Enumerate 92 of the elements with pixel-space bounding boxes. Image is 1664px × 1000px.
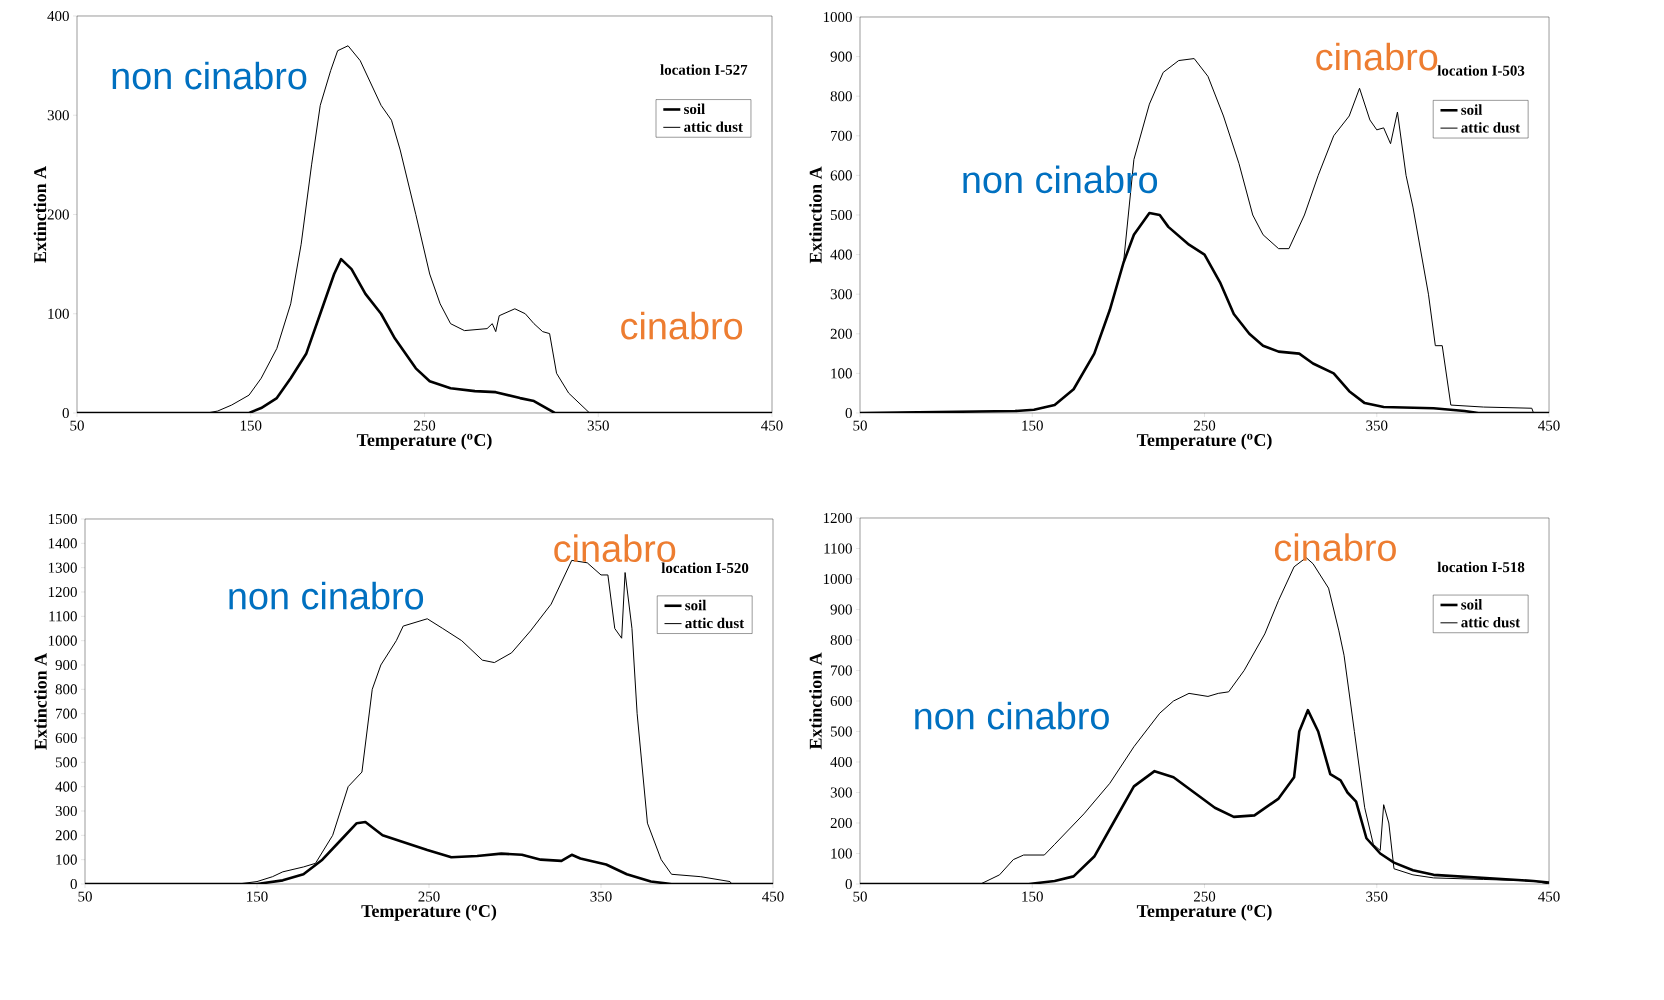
y-tick-label: 600 [830,170,852,181]
annotation: non cinabro [229,581,424,610]
y-tick-label: 800 [55,684,77,695]
y-axis-title: Extinction A [809,652,822,750]
y-tick-label: 200 [55,830,77,841]
y-tick-label: 300 [830,787,852,798]
legend-label: attic dust [684,121,743,132]
y-tick-label: 100 [48,308,69,319]
y-tick-label: 600 [830,695,852,707]
x-tick-label: 150 [1022,420,1043,431]
legend-label: attic dust [1461,616,1521,628]
y-tick-label: 300 [830,289,852,300]
y-tick-label: 900 [55,659,77,671]
text: location I-518 [1437,561,1525,573]
y-tick-label: 700 [831,130,852,141]
annotation: non cinabro [915,701,1109,730]
x-axis-title: Temperature ($^{o}$C) [361,904,497,921]
y-tick-label: 300 [47,110,69,121]
y-tick-label: 0 [845,878,852,890]
y-tick-label: 1000 [48,635,77,646]
x-tick-label: 150 [240,420,262,431]
y-tick-label: 1000 [823,11,852,23]
x-tick-label: 50 [853,420,867,431]
legend-label: attic dust [685,617,745,629]
y-tick-label: 1200 [823,512,852,524]
y-axis-title: Extinction A [809,166,822,264]
y-tick-label: 500 [55,757,77,768]
y-tick-label: 1500 [48,513,77,525]
x-tick-label: 250 [418,891,440,902]
x-tick-label: 350 [590,891,612,902]
text: location I-503 [1437,65,1525,76]
y-tick-label: 900 [830,51,852,62]
y-tick-label: 400 [830,249,852,260]
legend-label: soil [684,103,705,115]
x-tick-label: 50 [853,891,867,902]
y-tick-label: 1300 [48,562,77,573]
x-axis-title: Temperature ($^{o}$C) [356,433,492,450]
y-axis-title: Extinction A [33,166,47,263]
y-tick-label: 1200 [48,586,77,598]
y-tick-label: 1400 [48,538,77,549]
legend-label: soil [1461,599,1483,610]
y-tick-label: 500 [830,209,852,221]
y-tick-label: 1100 [824,543,852,554]
y-tick-label: 1000 [823,573,852,585]
y-tick-label: 100 [831,848,852,859]
y-tick-label: 500 [830,726,852,737]
annotation: cinabro [621,311,743,340]
y-tick-label: 100 [831,368,852,379]
y-tick-label: 600 [55,732,77,744]
y-tick-label: 400 [830,756,852,768]
x-tick-label: 250 [1193,420,1216,431]
x-tick-label: 350 [1366,420,1388,431]
legend-label: soil [1461,104,1483,115]
y-tick-label: 700 [831,665,852,676]
legend-label: attic dust [1461,122,1521,133]
y-tick-label: 200 [830,817,852,829]
y-tick-label: 400 [47,10,69,22]
x-tick-label: 450 [1538,420,1560,431]
x-tick-label: 350 [587,420,609,431]
y-tick-label: 700 [56,708,77,719]
x-axis-title: Temperature ($^{o}$C) [1136,433,1272,450]
y-tick-label: 0 [62,407,69,419]
text: location I-520 [661,562,749,574]
y-tick-label: 900 [830,604,852,615]
x-tick-label: 250 [413,420,436,431]
y-axis-title: Extinction A [34,653,47,750]
x-tick-label: 250 [1193,891,1216,902]
y-tick-label: 100 [56,854,77,865]
text: location I-527 [660,64,748,75]
y-tick-label: 200 [47,209,69,220]
x-tick-label: 450 [1538,891,1560,902]
x-tick-label: 450 [761,420,783,431]
y-tick-label: 0 [845,407,852,419]
x-axis-title: Temperature ($^{o}$C) [1136,904,1272,921]
legend-label: soil [685,599,707,611]
annotation: non cinabro [112,61,307,90]
x-tick-label: 50 [78,891,92,902]
y-tick-label: 400 [55,781,77,792]
y-tick-label: 800 [830,91,852,102]
x-tick-label: 150 [247,891,268,902]
y-tick-label: 300 [55,805,77,817]
y-tick-label: 1100 [49,611,77,622]
annotation: cinabro [1274,533,1396,562]
x-tick-label: 350 [1366,891,1388,902]
x-tick-label: 50 [70,420,84,431]
annotation: cinabro [1316,42,1438,71]
x-tick-label: 450 [762,891,784,902]
y-tick-label: 800 [830,634,852,646]
x-tick-label: 150 [1022,891,1043,902]
y-tick-label: 200 [830,328,852,339]
annotation: cinabro [554,534,676,563]
y-tick-label: 0 [70,878,77,890]
